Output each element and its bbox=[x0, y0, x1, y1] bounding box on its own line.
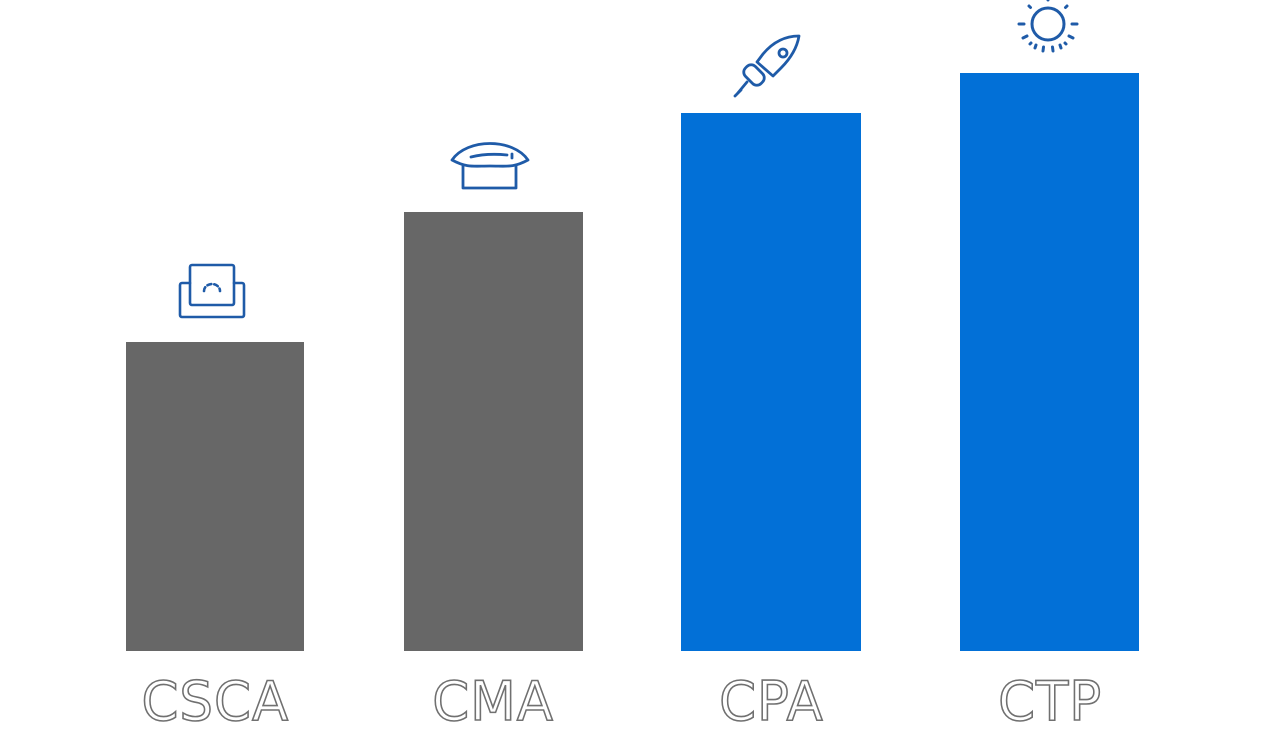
bar-cpa bbox=[681, 113, 861, 651]
sun-icon bbox=[1015, 0, 1081, 58]
bar-csca bbox=[126, 342, 304, 651]
rocket-icon bbox=[733, 34, 801, 98]
category-label-cma: CMA bbox=[431, 670, 554, 733]
category-label-ctp: CTP bbox=[997, 670, 1103, 733]
certificate-frame-icon bbox=[178, 263, 246, 320]
category-label-csca: CSCA bbox=[140, 670, 289, 733]
bar-cma bbox=[404, 212, 583, 651]
category-label-cpa: CPA bbox=[718, 670, 824, 733]
graduation-cap-icon bbox=[449, 140, 531, 192]
bar-ctp bbox=[960, 73, 1139, 651]
